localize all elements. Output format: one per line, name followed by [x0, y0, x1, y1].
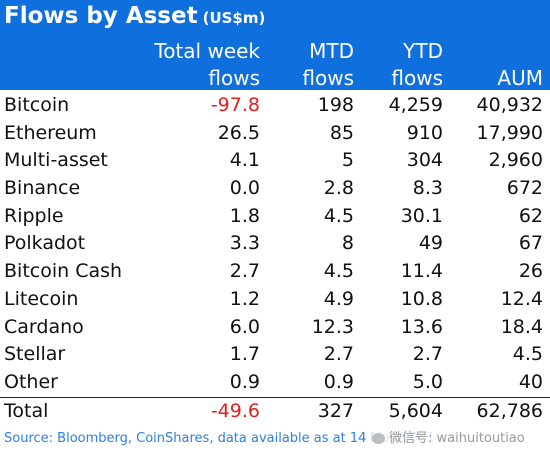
total-week-flows-cell: 0.0: [229, 177, 260, 200]
aum-cell: 17,990: [476, 121, 543, 144]
total-week-flows-cell: 1.8: [229, 204, 260, 227]
mtd-flows-cell: 198: [317, 94, 354, 116]
table-row: Bitcoin -97.8 198 4,259 40,932: [0, 92, 550, 120]
aum-cell: 2,960: [488, 149, 543, 172]
ytd-flows-cell: 30.1: [400, 204, 443, 227]
aum-cell: 4.5: [512, 343, 543, 366]
ytd-flows-cell: 49: [418, 232, 443, 255]
column-header-line1: MTD: [309, 39, 354, 63]
ytd-flows-cell: 910: [406, 121, 443, 144]
column-header-line2: flows: [302, 66, 354, 90]
aum-cell: 40,932: [476, 94, 543, 116]
table-row: Polkadot 3.3 8 49 67: [0, 230, 550, 258]
table-row: Stellar 1.7 2.7 2.7 4.5: [0, 341, 550, 369]
aum-cell: 40: [518, 370, 543, 393]
total-ytd-flows-value: 5,604: [388, 400, 443, 422]
table-row: Multi-asset 4.1 5 304 2,960: [0, 147, 550, 175]
table-row: Litecoin 1.2 4.9 10.8 12.4: [0, 286, 550, 314]
column-header-line1: YTD: [403, 39, 443, 63]
mtd-flows-cell: 4.5: [323, 260, 354, 283]
asset-name-cell: Bitcoin Cash: [4, 260, 123, 283]
total-week-flows-cell: 0.9: [229, 370, 260, 393]
asset-name-cell: Ripple: [4, 204, 64, 227]
total-week-flows-value: -49.6: [210, 400, 260, 422]
aum-cell: 67: [518, 232, 543, 255]
asset-name-cell: Cardano: [4, 315, 84, 338]
mtd-flows-cell: 0.9: [323, 370, 354, 393]
asset-name-cell: Bitcoin: [4, 94, 70, 116]
mtd-flows-cell: 4.5: [323, 204, 354, 227]
asset-name-cell: Ethereum: [4, 121, 97, 144]
total-row: Total -49.6 327 5,604 62,786: [0, 398, 550, 426]
aum-cell: 672: [506, 177, 543, 200]
total-divider: [0, 397, 550, 398]
total-week-flows-cell: 2.7: [229, 260, 260, 283]
title-unit: (US$m): [202, 9, 266, 27]
column-header-total-week-flows: Total week flows: [154, 38, 260, 92]
column-header-line1: [497, 38, 543, 65]
ytd-flows-cell: 8.3: [412, 177, 443, 200]
ytd-flows-cell: 4,259: [388, 94, 443, 116]
mtd-flows-cell: 5: [341, 149, 354, 172]
ytd-flows-cell: 11.4: [400, 260, 443, 283]
watermark-text: 微信号: waihuitoutiao: [389, 431, 525, 446]
table-body: Bitcoin -97.8 198 4,259 40,932 Ethereum 26.5 85…: [0, 92, 550, 397]
total-mtd-flows-value: 327: [317, 400, 354, 422]
column-header-mtd-flows: MTD flows: [302, 38, 354, 92]
mtd-flows-cell: 12.3: [311, 315, 354, 338]
aum-cell: 26: [518, 260, 543, 283]
total-week-flows-cell: 1.7: [229, 343, 260, 366]
mtd-flows-cell: 8: [341, 232, 354, 255]
ytd-flows-cell: 10.8: [400, 287, 443, 310]
mtd-flows-cell: 2.7: [323, 343, 354, 366]
total-week-flows-cell: 6.0: [229, 315, 260, 338]
mtd-flows-cell: 2.8: [323, 177, 354, 200]
column-header-aum: AUM: [497, 38, 543, 92]
table-row: Bitcoin Cash 2.7 4.5 11.4 26: [0, 258, 550, 286]
total-label: Total: [4, 400, 49, 422]
ytd-flows-cell: 13.6: [400, 315, 443, 338]
table-row: Cardano 6.0 12.3 13.6 18.4: [0, 314, 550, 342]
title-text: Flows by Asset: [4, 3, 198, 29]
mtd-flows-cell: 85: [329, 121, 354, 144]
total-week-flows-cell: 3.3: [229, 232, 260, 255]
ytd-flows-cell: 2.7: [412, 343, 443, 366]
total-week-flows-cell: 26.5: [217, 121, 260, 144]
table-row: Binance 0.0 2.8 8.3 672: [0, 175, 550, 203]
total-aum-value: 62,786: [476, 400, 543, 422]
watermark: 微信号: waihuitoutiao: [372, 427, 525, 446]
total-week-flows-cell: 1.2: [229, 287, 260, 310]
asset-name-cell: Polkadot: [4, 232, 86, 255]
asset-name-cell: Binance: [4, 177, 81, 200]
ytd-flows-cell: 5.0: [412, 370, 443, 393]
column-header-line2: flows: [208, 66, 260, 90]
asset-name-cell: Other: [4, 370, 58, 393]
table-row: Ethereum 26.5 85 910 17,990: [0, 120, 550, 148]
total-week-flows-cell: 4.1: [229, 149, 260, 172]
column-header-ytd-flows: YTD flows: [391, 38, 443, 92]
column-header-line1: Total week: [154, 39, 260, 63]
mtd-flows-cell: 4.9: [323, 287, 354, 310]
ytd-flows-cell: 304: [406, 149, 443, 172]
asset-name-cell: Stellar: [4, 343, 66, 366]
column-header-line2: flows: [391, 66, 443, 90]
table-row: Ripple 1.8 4.5 30.1 62: [0, 203, 550, 231]
table-header: Flows by Asset (US$m) Total week flows MT…: [0, 0, 550, 90]
aum-cell: 12.4: [500, 287, 543, 310]
column-header-line2: AUM: [497, 66, 543, 90]
asset-name-cell: Litecoin: [4, 287, 79, 310]
asset-name-cell: Multi-asset: [4, 149, 108, 172]
aum-cell: 62: [518, 204, 543, 227]
source-note: Source: Bloomberg, CoinShares, data avai…: [4, 431, 435, 446]
wechat-icon: [372, 433, 385, 444]
total-week-flows-cell: -97.8: [210, 94, 260, 116]
aum-cell: 18.4: [500, 315, 543, 338]
chart-title: Flows by Asset (US$m): [4, 3, 265, 29]
table-row: Other 0.9 0.9 5.0 40: [0, 369, 550, 397]
